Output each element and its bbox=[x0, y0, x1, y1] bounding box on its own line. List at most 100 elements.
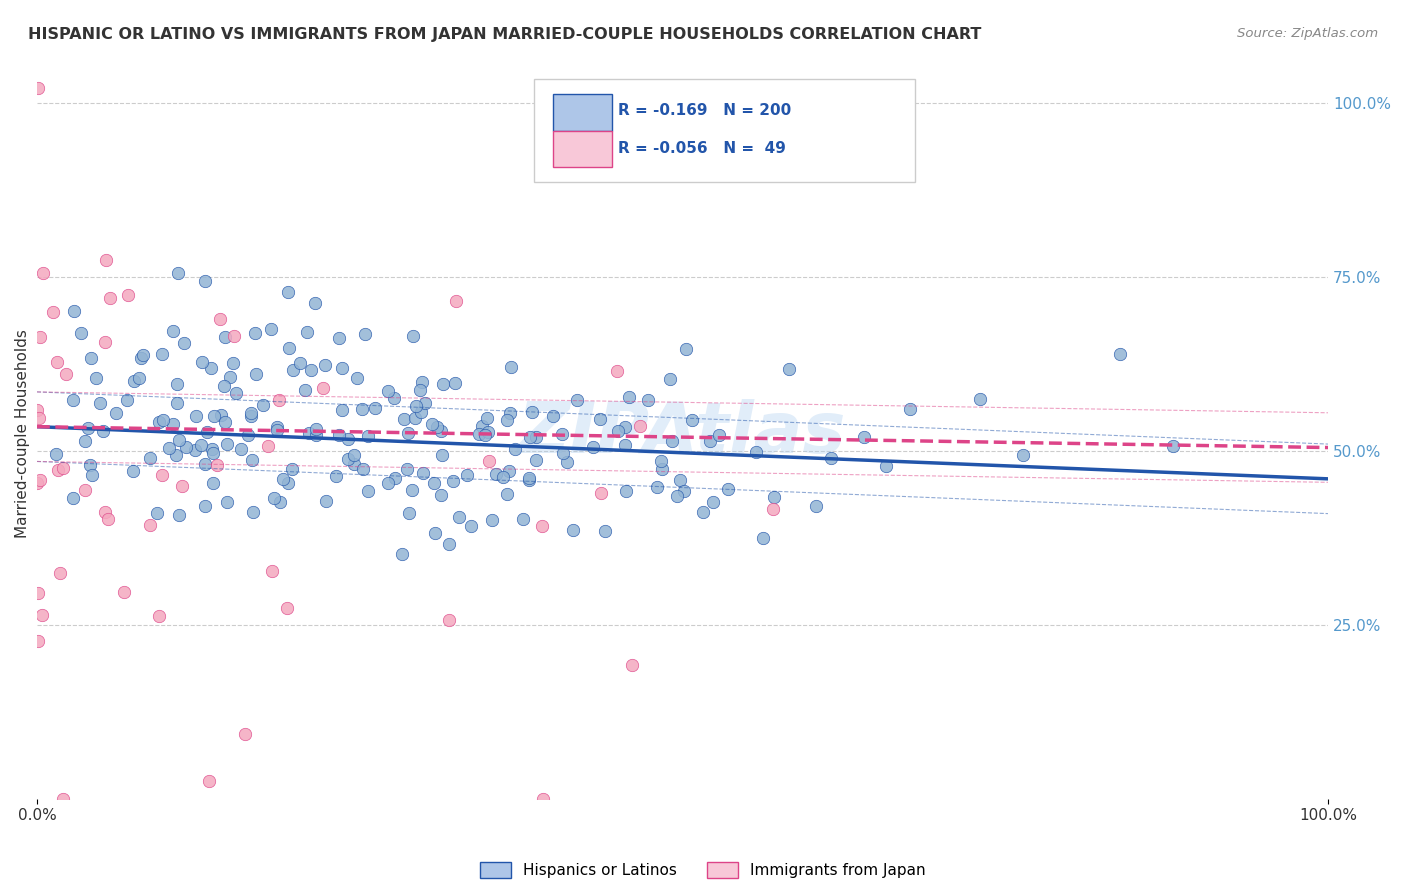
Point bbox=[198, 774, 221, 789]
Point bbox=[131, 348, 153, 362]
Point bbox=[42, 305, 65, 319]
Point bbox=[112, 585, 135, 599]
Point bbox=[104, 406, 127, 420]
FancyBboxPatch shape bbox=[554, 94, 612, 130]
Point bbox=[401, 328, 423, 343]
Point bbox=[212, 378, 235, 392]
Point bbox=[98, 291, 121, 305]
Point bbox=[352, 462, 374, 476]
Point bbox=[524, 430, 547, 444]
Point bbox=[201, 442, 224, 456]
Point bbox=[281, 363, 304, 377]
Point bbox=[217, 495, 239, 509]
Point bbox=[441, 474, 464, 488]
Point bbox=[25, 476, 48, 491]
Point bbox=[411, 405, 433, 419]
Point bbox=[382, 391, 405, 405]
Point bbox=[377, 384, 399, 398]
Point bbox=[330, 360, 353, 375]
Point bbox=[235, 727, 257, 741]
Point bbox=[194, 499, 217, 513]
Point bbox=[190, 438, 212, 452]
Point bbox=[45, 355, 67, 369]
Point bbox=[669, 474, 692, 488]
Point bbox=[73, 434, 96, 449]
Point bbox=[352, 401, 374, 416]
Point bbox=[432, 448, 454, 462]
Point bbox=[467, 426, 489, 441]
Point bbox=[217, 436, 239, 450]
Point bbox=[432, 376, 454, 391]
Point bbox=[354, 326, 377, 341]
Point bbox=[628, 419, 651, 434]
Point bbox=[148, 415, 170, 429]
Point bbox=[27, 585, 49, 599]
Point bbox=[304, 427, 326, 442]
Point bbox=[242, 505, 264, 519]
Point bbox=[25, 402, 48, 417]
Point bbox=[762, 501, 785, 516]
Text: R = -0.056   N =  49: R = -0.056 N = 49 bbox=[619, 141, 786, 156]
Point bbox=[820, 451, 842, 466]
Point bbox=[853, 430, 876, 444]
Point bbox=[276, 601, 298, 615]
Point bbox=[364, 401, 387, 415]
Point bbox=[122, 465, 145, 479]
Point bbox=[139, 517, 162, 532]
Point bbox=[392, 411, 415, 425]
Point bbox=[52, 460, 75, 475]
Point bbox=[804, 499, 827, 513]
Point bbox=[157, 441, 180, 455]
Point bbox=[115, 393, 138, 408]
Point bbox=[401, 483, 423, 497]
Point bbox=[498, 464, 520, 478]
Point bbox=[477, 411, 499, 425]
Point bbox=[31, 266, 53, 280]
Point bbox=[240, 452, 263, 467]
Point bbox=[377, 475, 399, 490]
Text: Source: ZipAtlas.com: Source: ZipAtlas.com bbox=[1237, 27, 1378, 40]
Point bbox=[499, 360, 522, 375]
Point bbox=[606, 425, 628, 439]
Point bbox=[391, 547, 413, 561]
Point bbox=[162, 324, 184, 338]
Point bbox=[875, 459, 897, 474]
Point bbox=[512, 512, 534, 526]
Point bbox=[260, 321, 283, 335]
Point bbox=[620, 658, 643, 673]
Point bbox=[591, 485, 613, 500]
Point bbox=[543, 409, 565, 423]
Text: ZIPAtlas: ZIPAtlas bbox=[519, 399, 846, 468]
Point bbox=[128, 371, 150, 385]
Point bbox=[311, 381, 333, 395]
Point bbox=[675, 342, 697, 356]
Point bbox=[752, 531, 775, 545]
Point bbox=[405, 400, 427, 414]
Point bbox=[645, 480, 668, 494]
Point bbox=[413, 396, 436, 410]
Point bbox=[531, 791, 554, 805]
Point bbox=[214, 330, 236, 344]
Point bbox=[328, 331, 350, 345]
Point bbox=[131, 351, 153, 366]
Point bbox=[614, 420, 637, 434]
Point bbox=[176, 441, 198, 455]
Point bbox=[170, 479, 193, 493]
Point bbox=[408, 383, 430, 397]
Point bbox=[30, 330, 52, 344]
Point bbox=[666, 488, 689, 502]
Point bbox=[593, 524, 616, 538]
Point bbox=[31, 607, 53, 622]
Point bbox=[27, 634, 49, 648]
Point bbox=[167, 433, 190, 447]
Point bbox=[699, 434, 721, 448]
Point bbox=[692, 505, 714, 519]
Point bbox=[239, 406, 262, 420]
Point bbox=[444, 376, 467, 391]
Point bbox=[150, 468, 173, 483]
Point bbox=[62, 392, 84, 407]
Point bbox=[94, 334, 117, 349]
Point bbox=[236, 428, 259, 442]
Point bbox=[94, 253, 117, 268]
Point bbox=[269, 495, 291, 509]
